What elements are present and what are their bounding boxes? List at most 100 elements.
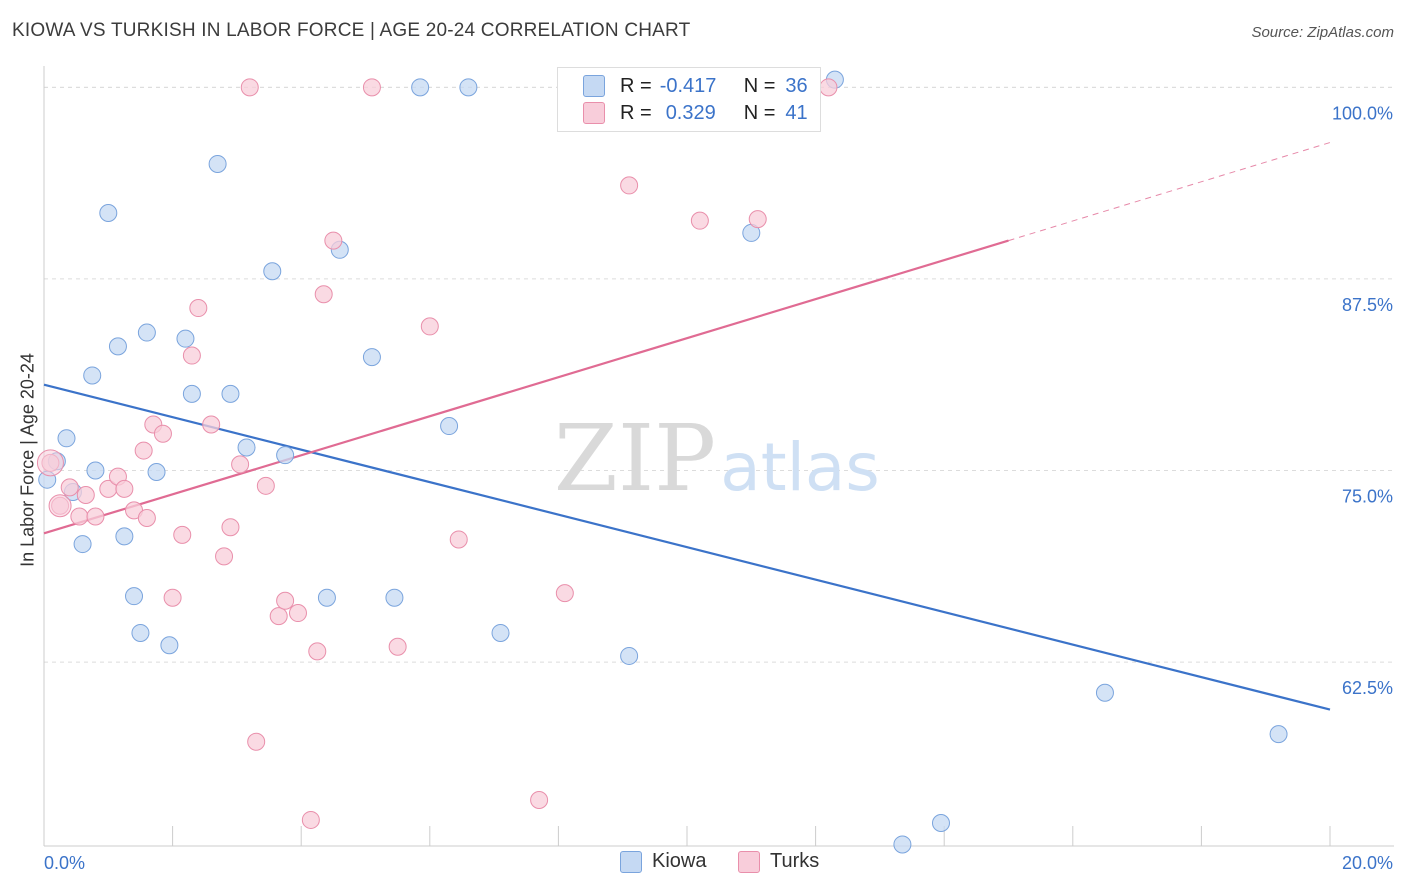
- kiowa-trendline: [43, 383, 1331, 711]
- turks-point: [256, 476, 275, 495]
- kiowa-point: [108, 337, 127, 356]
- turks-point: [86, 507, 105, 526]
- kiowa-point: [491, 623, 510, 642]
- y-axis-label: In Labor Force | Age 20-24: [17, 353, 38, 567]
- turks-point: [163, 588, 182, 607]
- watermark-atlas: atlas: [720, 429, 880, 506]
- turks-point: [189, 299, 208, 318]
- kiowa-point: [1269, 725, 1288, 744]
- turks-point: [182, 346, 201, 365]
- kiowa-point: [160, 636, 179, 655]
- turks-point: [324, 231, 343, 250]
- turks-point: [76, 486, 95, 505]
- kiowa-r-value: -0.417: [659, 74, 717, 97]
- turks-point: [153, 424, 172, 443]
- turks-swatch: [583, 102, 605, 124]
- turks-trendline-extension: [1008, 142, 1331, 242]
- kiowa-point: [276, 446, 295, 465]
- turks-point: [530, 791, 549, 810]
- kiowa-point: [83, 366, 102, 385]
- turks-point: [173, 525, 192, 544]
- kiowa-point: [411, 78, 430, 97]
- turks-point: [221, 518, 240, 537]
- kiowa-point: [1095, 683, 1114, 702]
- turks-n-value: 41: [785, 101, 808, 124]
- y-tick-label: 87.5%: [1342, 295, 1393, 315]
- turks-point: [36, 449, 64, 477]
- turks-point: [819, 78, 838, 97]
- kiowa-point: [317, 588, 336, 607]
- turks-point: [134, 441, 153, 460]
- turks-point: [269, 607, 288, 626]
- kiowa-point: [182, 384, 201, 403]
- kiowa-point: [57, 429, 76, 448]
- kiowa-point: [893, 835, 912, 854]
- legend-turks-label: Turks: [770, 850, 820, 872]
- turks-point: [137, 509, 156, 528]
- turks-point: [215, 547, 234, 566]
- kiowa-point: [115, 527, 134, 546]
- turks-point: [690, 211, 709, 230]
- legend-kiowa-swatch: [620, 850, 642, 873]
- turks-point: [388, 637, 407, 656]
- kiowa-n-label: N =: [743, 74, 776, 97]
- kiowa-point: [459, 78, 478, 97]
- turks-trendline: [43, 239, 1009, 535]
- turks-r-label: R =: [620, 101, 652, 124]
- turks-point: [115, 479, 134, 498]
- turks-point: [308, 642, 327, 661]
- y-tick-label: 100.0%: [1332, 103, 1393, 123]
- x-tick-label: 0.0%: [44, 853, 85, 873]
- chart-title: KIOWA VS TURKISH IN LABOR FORCE | AGE 20…: [12, 20, 691, 41]
- kiowa-point: [263, 262, 282, 281]
- points-layer: [36, 70, 1288, 854]
- kiowa-n-value: 36: [785, 74, 808, 97]
- turks-point: [48, 494, 72, 518]
- grid-layer: [44, 86, 1394, 663]
- kiowa-point: [385, 588, 404, 607]
- turks-point: [748, 210, 767, 229]
- kiowa-point: [221, 384, 240, 403]
- y-tick-label: 75.0%: [1342, 486, 1393, 506]
- kiowa-point: [99, 204, 118, 223]
- turks-point: [314, 285, 333, 304]
- y-tick-label: 62.5%: [1342, 678, 1393, 698]
- turks-point: [202, 415, 221, 434]
- chart-source: Source: ZipAtlas.com: [1251, 24, 1394, 41]
- kiowa-point: [620, 646, 639, 665]
- kiowa-point: [362, 348, 381, 367]
- kiowa-point: [176, 329, 195, 348]
- kiowa-swatch: [583, 75, 605, 97]
- kiowa-point: [125, 587, 144, 606]
- turks-point: [231, 455, 250, 474]
- turks-point: [301, 810, 320, 829]
- turks-n-label: N =: [743, 101, 776, 124]
- turks-point: [420, 317, 439, 336]
- stats-legend: R = -0.417 N = 36 R = 0.329 N = 41: [557, 67, 821, 132]
- kiowa-point: [147, 463, 166, 482]
- watermark-zip: ZIP: [554, 405, 716, 512]
- kiowa-point: [237, 438, 256, 457]
- kiowa-point: [73, 535, 92, 554]
- turks-point: [70, 507, 89, 526]
- turks-point: [60, 478, 79, 497]
- kiowa-point: [931, 814, 950, 833]
- turks-point: [449, 530, 468, 549]
- turks-point: [362, 78, 381, 97]
- kiowa-point: [86, 461, 105, 480]
- kiowa-r-label: R =: [620, 74, 652, 97]
- legend-item-turks: Turks: [738, 850, 819, 873]
- legend-item-kiowa: Kiowa: [620, 850, 706, 873]
- kiowa-point: [131, 623, 150, 642]
- kiowa-point: [137, 323, 156, 342]
- legend-turks-swatch: [738, 850, 760, 873]
- kiowa-point: [208, 154, 227, 173]
- kiowa-point: [440, 417, 459, 436]
- axis-layer: [43, 66, 1394, 847]
- turks-point: [247, 732, 266, 751]
- turks-point: [240, 78, 259, 97]
- turks-point: [620, 176, 639, 195]
- series-legend: Kiowa Turks: [0, 850, 1406, 878]
- stats-legend-row-kiowa: R = -0.417 N = 36: [583, 73, 808, 99]
